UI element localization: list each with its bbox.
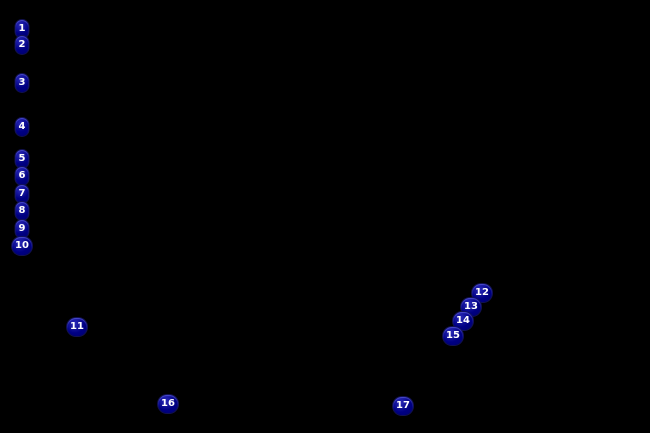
mark-badge-2[interactable]: 2 bbox=[15, 36, 29, 54]
mark-badge-14[interactable]: 14 bbox=[453, 312, 473, 330]
mark-badge-15[interactable]: 15 bbox=[443, 327, 463, 345]
mark-badge-7[interactable]: 7 bbox=[15, 185, 29, 203]
mark-badge-3[interactable]: 3 bbox=[15, 74, 29, 92]
mark-badge-8[interactable]: 8 bbox=[15, 202, 29, 220]
mark-badge-6[interactable]: 6 bbox=[15, 167, 29, 185]
mark-badge-4[interactable]: 4 bbox=[15, 118, 29, 136]
mark-badge-11[interactable]: 11 bbox=[67, 318, 87, 336]
mark-badge-17[interactable]: 17 bbox=[393, 397, 413, 415]
mark-badge-16[interactable]: 16 bbox=[158, 395, 178, 413]
mark-badge-13[interactable]: 13 bbox=[461, 298, 481, 316]
mark-badge-1[interactable]: 1 bbox=[15, 20, 29, 38]
mark-badge-5[interactable]: 5 bbox=[15, 150, 29, 168]
mark-badge-10[interactable]: 10 bbox=[12, 237, 32, 255]
mark-badge-9[interactable]: 9 bbox=[15, 220, 29, 238]
mark-badge-12[interactable]: 12 bbox=[472, 284, 492, 302]
